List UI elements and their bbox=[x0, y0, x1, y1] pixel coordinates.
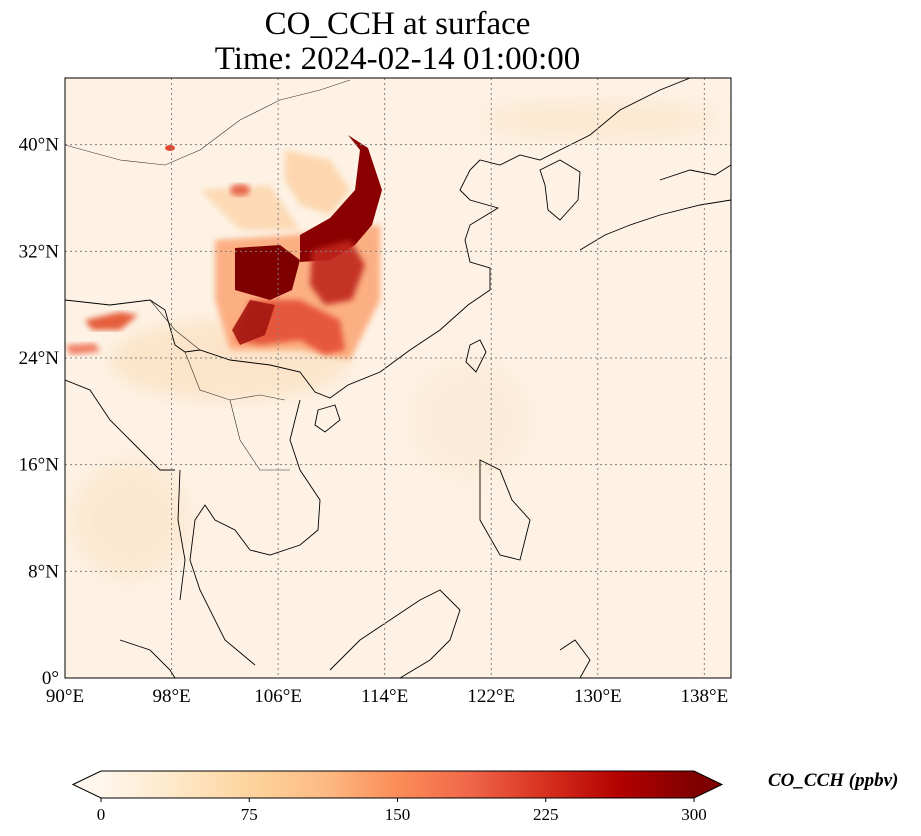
coastline-indochina bbox=[189, 399, 321, 666]
plume-spot-northwest bbox=[165, 145, 175, 151]
map-content bbox=[65, 78, 731, 678]
lat-tick-label: 40°N bbox=[19, 135, 60, 156]
coastline-philippines bbox=[479, 459, 531, 561]
haze-south-china-sea bbox=[410, 360, 530, 480]
coastline-sumatra bbox=[119, 639, 176, 678]
coastline-myanmar bbox=[177, 469, 186, 601]
plume-bangladesh bbox=[66, 343, 100, 355]
lat-tick-label: 24°N bbox=[19, 348, 60, 369]
coastline-taiwan bbox=[465, 339, 487, 373]
country-borders bbox=[65, 79, 351, 471]
lon-tick-label: 90°E bbox=[46, 686, 84, 707]
lon-tick-label: 130°E bbox=[574, 686, 622, 707]
lon-tick-label: 114°E bbox=[361, 686, 408, 707]
gridlines bbox=[65, 78, 731, 678]
coastline-japan-south bbox=[579, 199, 731, 251]
haze-yellow-sea bbox=[480, 100, 720, 140]
title-line-2: Time: 2024-02-14 01:00:00 bbox=[214, 41, 581, 77]
colorbar-tick-label: 0 bbox=[97, 805, 106, 824]
haze-bay-of-bengal bbox=[70, 460, 190, 580]
coastline-japan-north bbox=[659, 164, 731, 181]
colorbar-tick-label: 150 bbox=[385, 805, 411, 824]
longitude-tick-labels: 90°E 98°E 106°E 114°E 122°E 130°E 138°E bbox=[46, 686, 728, 707]
colorbar-extend-max bbox=[694, 771, 722, 798]
lat-tick-label: 8°N bbox=[28, 561, 59, 582]
coastline-china-mainland bbox=[65, 78, 691, 399]
colorbar-label: CO_CCH (ppbv) bbox=[768, 770, 899, 791]
colorbar-bar bbox=[71, 770, 724, 799]
plume-northeast-india bbox=[85, 312, 138, 330]
coastline-sulawesi bbox=[559, 639, 591, 678]
border-india-china bbox=[149, 299, 201, 351]
plume-central-north bbox=[300, 135, 382, 262]
lon-tick-label: 122°E bbox=[467, 686, 515, 707]
colorbar-tick-label: 225 bbox=[533, 805, 559, 824]
border-mongolia bbox=[65, 79, 351, 166]
co-concentration-plume bbox=[66, 135, 382, 360]
plume-sichuan-core bbox=[235, 245, 300, 300]
coastline-hainan bbox=[314, 404, 341, 433]
border-thailand bbox=[229, 399, 290, 471]
title-line-1: CO_CCH at surface bbox=[264, 6, 531, 42]
colorbar-gradient-fill bbox=[101, 771, 694, 798]
colorbar: 0 75 150 225 300 bbox=[71, 770, 724, 824]
lon-tick-label: 138°E bbox=[681, 686, 729, 707]
coastlines bbox=[65, 78, 731, 678]
lon-tick-label: 106°E bbox=[254, 686, 302, 707]
lat-tick-label: 16°N bbox=[19, 455, 60, 476]
plume-halo-west bbox=[200, 185, 300, 230]
plume-hubei bbox=[310, 240, 365, 305]
coastline-bay-of-bengal bbox=[65, 379, 175, 471]
coastline-borneo bbox=[329, 589, 461, 678]
lat-tick-label: 0° bbox=[42, 668, 59, 689]
colorbar-ticks: 0 75 150 225 300 bbox=[97, 798, 707, 824]
latitude-tick-labels: 0° 8°N 16°N 24°N 32°N 40°N bbox=[19, 135, 60, 689]
plume-halo-north bbox=[285, 150, 350, 215]
coastline-korea bbox=[539, 159, 581, 221]
lat-tick-label: 32°N bbox=[19, 241, 60, 262]
plume-yunnan-edge bbox=[232, 300, 275, 345]
colorbar-extend-min bbox=[73, 771, 101, 798]
lon-tick-label: 98°E bbox=[152, 686, 190, 707]
map-frame bbox=[64, 77, 732, 679]
colorbar-tick-label: 300 bbox=[681, 805, 707, 824]
plume-spot-qinghai bbox=[230, 184, 250, 196]
colorbar-tick-label: 75 bbox=[241, 805, 258, 824]
